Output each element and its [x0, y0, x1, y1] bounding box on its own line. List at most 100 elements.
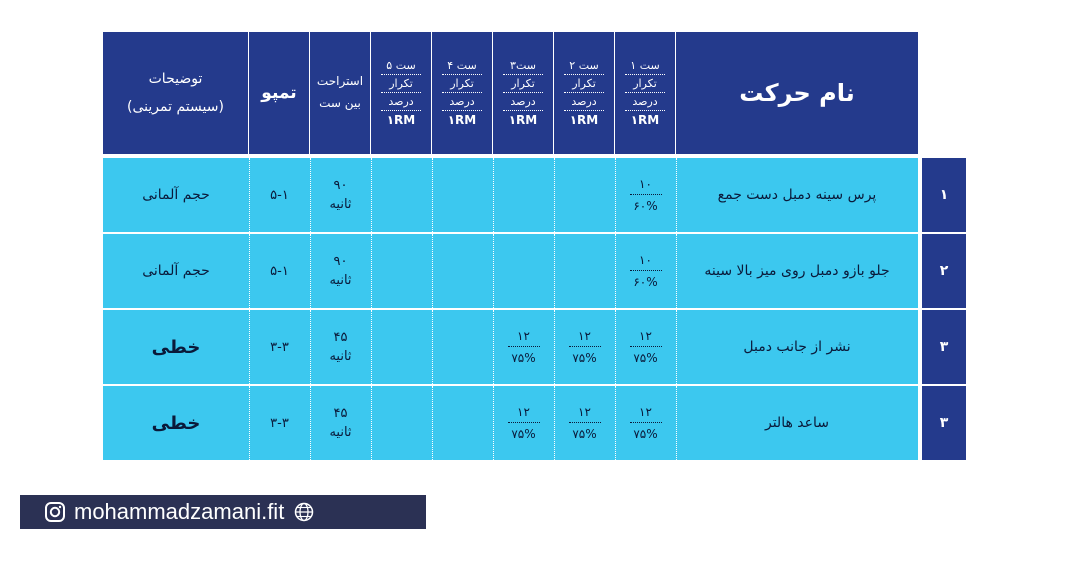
- set-percent: ۷۵%: [511, 351, 536, 365]
- set-reps: ۱۰: [629, 253, 662, 271]
- set-cell: [371, 310, 432, 384]
- exercise-name: ساعد هالتر: [764, 415, 829, 431]
- exercise-name-cell: ساعد هالتر: [676, 386, 918, 460]
- tempo-value: ۳-۳: [270, 339, 289, 355]
- description-cell: خطی: [103, 386, 249, 460]
- set-cell: ۱۰ ۶۰%: [615, 234, 676, 308]
- set-reps: ۱۲: [629, 405, 662, 423]
- set-cell: ۱۲ ۷۵%: [615, 310, 676, 384]
- rest-value: ۴۵: [333, 405, 348, 421]
- set-reps: ۱۲: [629, 329, 662, 347]
- header-set-2: ست ۲ تکرار درصد ۱RM: [554, 32, 614, 154]
- set-cell: [371, 386, 432, 460]
- rest-cell: ۴۵ ثانیه: [310, 386, 371, 460]
- header-desc-cell: توضیحات (سیستم تمرینی): [103, 32, 248, 154]
- rest-unit: ثانیه: [329, 273, 352, 288]
- set-value: ۱۲ ۷۵%: [507, 405, 540, 441]
- set-reps: ۱۲: [568, 405, 601, 423]
- set-reps-label: تکرار: [572, 77, 596, 90]
- rest-unit: ثانیه: [329, 197, 352, 212]
- row-number-label: ۱: [939, 187, 949, 203]
- header-set-3: ست۳ تکرار درصد ۱RM: [493, 32, 553, 154]
- set-percent: ۷۵%: [511, 427, 536, 441]
- set-title: ست۳: [510, 59, 536, 72]
- set-reps-label: تکرار: [511, 77, 535, 90]
- footer-handle: mohammadzamani.fit: [74, 499, 285, 524]
- set-reps: ۱۰: [629, 177, 662, 195]
- instagram-icon: [44, 501, 66, 523]
- set-cell: [493, 234, 554, 308]
- row-number-label: ۳: [939, 415, 949, 431]
- set-percent: ۶۰%: [633, 199, 658, 213]
- set-percent-label: درصد: [449, 95, 475, 108]
- header-desc-line2: (سیستم تمرینی): [127, 99, 224, 115]
- set-value: ۱۲ ۷۵%: [629, 329, 662, 365]
- row-number: ۲: [922, 234, 966, 308]
- set-cell: ۱۲ ۷۵%: [554, 386, 615, 460]
- set-cell: ۱۲ ۷۵%: [615, 386, 676, 460]
- description-text: حجم آلمانی: [142, 187, 210, 203]
- header-set-4: ست ۴ تکرار درصد ۱RM: [432, 32, 492, 154]
- set-cell: [432, 234, 493, 308]
- row-number-label: ۳: [939, 339, 949, 355]
- tempo-cell: ۳-۳: [249, 310, 310, 384]
- header-tempo-label: تمپو: [261, 83, 297, 103]
- rest-cell: ۹۰ ثانیه: [310, 234, 371, 308]
- rest-value: ۹۰: [333, 177, 348, 193]
- set-value: ۱۲ ۷۵%: [629, 405, 662, 441]
- header-rest-line2: بین ست: [319, 96, 361, 110]
- set-cell: [371, 158, 432, 232]
- set-reps-label: تکرار: [389, 77, 413, 90]
- set-cell: [432, 158, 493, 232]
- set-percent-label: درصد: [632, 95, 658, 108]
- set-cell: [371, 234, 432, 308]
- tempo-value: ۳-۳: [270, 415, 289, 431]
- exercise-name: نشر از جانب دمبل: [743, 339, 851, 355]
- set-title: ست ۱: [630, 59, 660, 72]
- header-tempo-cell: تمپو: [249, 32, 309, 154]
- description-cell: حجم آلمانی: [103, 234, 249, 308]
- rest-unit: ثانیه: [329, 349, 352, 364]
- set-percent-label: درصد: [388, 95, 414, 108]
- set-rm-label: ۱RM: [508, 113, 538, 127]
- set-cell: [493, 158, 554, 232]
- header-name-label: نام حرکت: [739, 79, 855, 107]
- rest-cell: ۴۵ ثانیه: [310, 310, 371, 384]
- set-rm-label: ۱RM: [386, 113, 416, 127]
- tempo-value: ۵-۱: [270, 187, 289, 203]
- set-cell: [554, 158, 615, 232]
- set-value: ۱۰ ۶۰%: [629, 253, 662, 289]
- set-reps: ۱۲: [507, 405, 540, 423]
- set-value: ۱۲ ۷۵%: [507, 329, 540, 365]
- set-percent: ۷۵%: [633, 427, 658, 441]
- set-percent: ۶۰%: [633, 275, 658, 289]
- set-reps: ۱۲: [568, 329, 601, 347]
- tempo-cell: ۵-۱: [249, 234, 310, 308]
- description-text: حجم آلمانی: [142, 263, 210, 279]
- exercise-name-cell: نشر از جانب دمبل: [676, 310, 918, 384]
- tempo-value: ۵-۱: [270, 263, 289, 279]
- set-rm-label: ۱RM: [569, 113, 599, 127]
- exercise-name-cell: پرس سینه دمبل دست جمع: [676, 158, 918, 232]
- set-percent: ۷۵%: [572, 351, 597, 365]
- set-value: ۱۰ ۶۰%: [629, 177, 662, 213]
- row-number-label: ۲: [939, 263, 949, 279]
- header-desc-line1: توضیحات: [148, 71, 203, 87]
- description-cell: حجم آلمانی: [103, 158, 249, 232]
- set-reps: ۱۲: [507, 329, 540, 347]
- description-text: خطی: [151, 336, 201, 358]
- rest-value: ۴۵: [333, 329, 348, 345]
- set-rm-label: ۱RM: [630, 113, 660, 127]
- set-title: ست ۴: [447, 59, 477, 72]
- header-name-cell: نام حرکت: [676, 32, 918, 154]
- set-percent-label: درصد: [510, 95, 536, 108]
- set-cell: ۱۲ ۷۵%: [554, 310, 615, 384]
- row-number: ۳: [922, 386, 966, 460]
- rest-value: ۹۰: [333, 253, 348, 269]
- header-rest-cell: استراحت بین ست: [310, 32, 370, 154]
- tempo-cell: ۳-۳: [249, 386, 310, 460]
- set-cell: [432, 310, 493, 384]
- header-set-1: ست ۱ تکرار درصد ۱RM: [615, 32, 675, 154]
- globe-icon: [294, 502, 314, 522]
- footer-banner: mohammadzamani.fit: [20, 495, 426, 529]
